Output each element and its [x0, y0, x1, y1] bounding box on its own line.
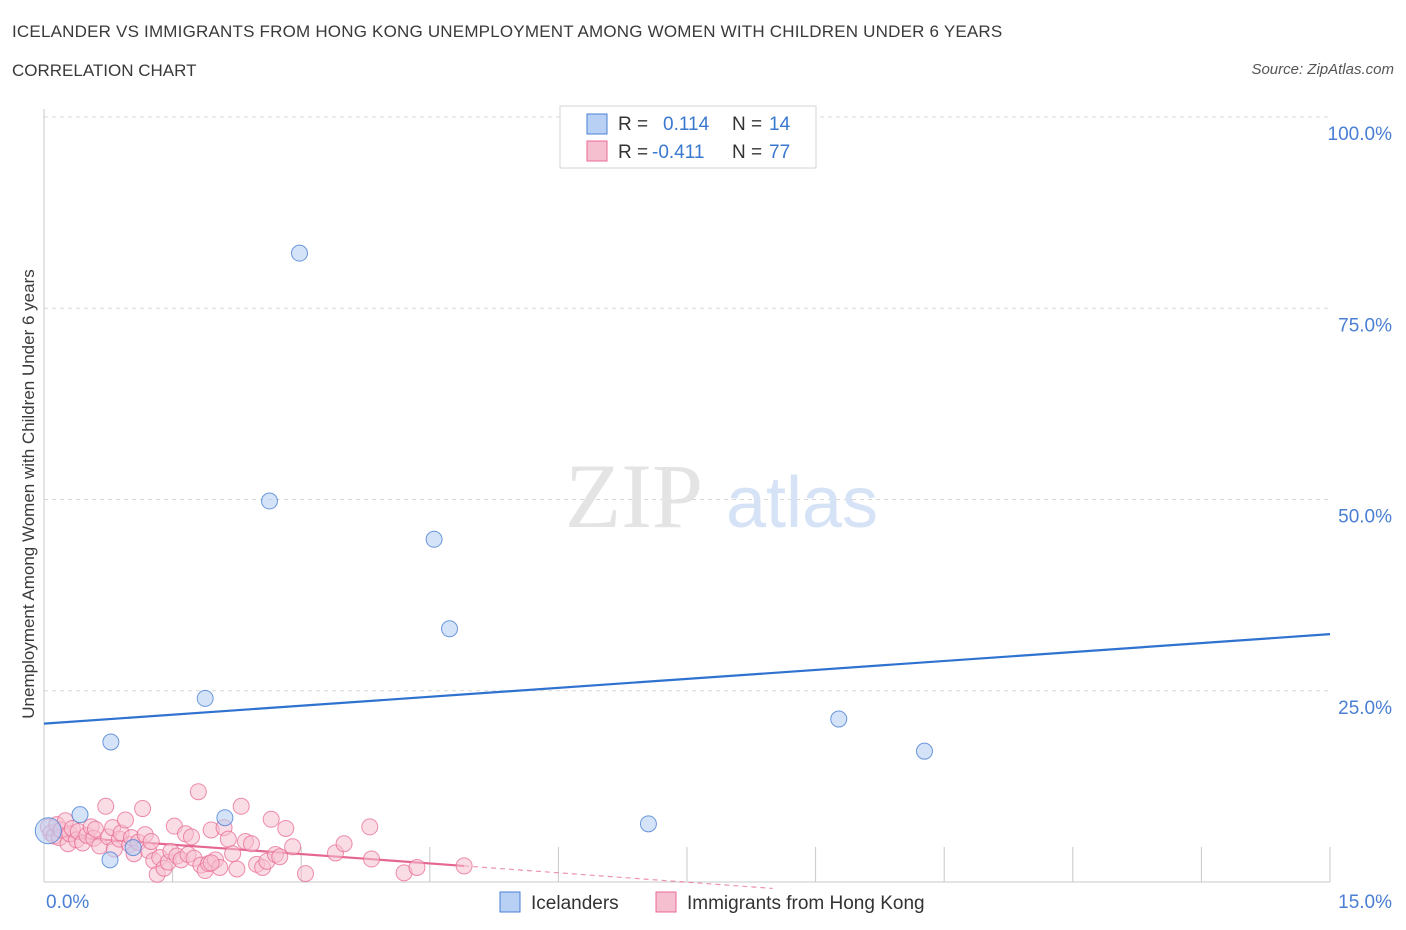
point-hongkong: [284, 838, 302, 856]
y-tick-label: 100.0%: [1328, 124, 1393, 145]
point-hongkong: [277, 819, 295, 837]
stats-n-value-2: 77: [769, 142, 790, 163]
y-tick-label: 75.0%: [1338, 315, 1392, 336]
watermark: ZIP atlas: [565, 445, 878, 547]
point-icelanders: [34, 817, 62, 845]
y-tick-label: 50.0%: [1338, 507, 1392, 528]
stats-legend: R = 0.114 N = 14 R = -0.411 N = 77: [559, 105, 817, 169]
y-tick-label: 25.0%: [1338, 698, 1392, 719]
point-icelanders: [425, 530, 443, 548]
legend-icon-icelanders: [499, 891, 521, 913]
grid-lines: [44, 116, 1330, 692]
point-hongkong: [142, 832, 160, 850]
point-hongkong: [335, 835, 353, 853]
point-icelanders: [639, 815, 657, 833]
legend-label-icelanders: Icelanders: [531, 893, 619, 914]
stats-r-label-1: R =: [618, 114, 648, 135]
point-hongkong: [224, 845, 242, 863]
point-hongkong: [182, 828, 200, 846]
stats-r-label-2: R =: [618, 142, 648, 163]
point-hongkong: [455, 857, 473, 875]
point-icelanders: [915, 742, 933, 760]
point-hongkong: [232, 797, 250, 815]
point-icelanders: [124, 839, 142, 857]
watermark-zip: ZIP: [565, 445, 703, 547]
point-hongkong: [189, 783, 207, 801]
point-icelanders: [196, 689, 214, 707]
source-label: Source: ZipAtlas.com: [1251, 61, 1394, 78]
watermark-atlas: atlas: [726, 463, 878, 543]
point-hongkong: [363, 850, 381, 868]
stats-n-value-1: 14: [769, 114, 791, 135]
chart-subtitle: CORRELATION CHART: [12, 61, 197, 80]
data-points: [34, 244, 933, 883]
point-icelanders: [102, 733, 120, 751]
point-hongkong: [361, 818, 379, 836]
point-hongkong: [262, 810, 280, 828]
point-hongkong: [228, 860, 246, 878]
point-icelanders: [441, 620, 459, 638]
point-hongkong: [202, 854, 220, 872]
stats-n-label-1: N =: [732, 114, 762, 135]
x-tick-label-max: 15.0%: [1338, 892, 1392, 913]
point-hongkong: [296, 865, 314, 883]
point-icelanders: [830, 710, 848, 728]
legend-swatch-icelanders: [586, 113, 608, 135]
point-icelanders: [290, 244, 308, 262]
point-hongkong: [97, 797, 115, 815]
point-hongkong: [86, 820, 104, 838]
point-icelanders: [216, 809, 234, 827]
legend-icon-hongkong: [655, 891, 677, 913]
point-hongkong: [242, 835, 260, 853]
point-icelanders: [101, 851, 119, 869]
trend-extension-hongkong: [464, 865, 773, 890]
series-legend: Icelanders Immigrants from Hong Kong: [499, 891, 925, 914]
tick-labels: 25.0% 50.0% 75.0% 100.0% 0.0% 15.0%: [46, 124, 1392, 913]
stats-r-value-1: 0.114: [663, 114, 710, 135]
point-hongkong: [116, 811, 134, 829]
point-hongkong: [271, 848, 289, 866]
stats-n-label-2: N =: [732, 142, 762, 163]
stats-r-value-2: -0.411: [652, 142, 704, 163]
trend-line-icelanders: [43, 633, 1331, 725]
legend-swatch-hongkong: [586, 140, 608, 162]
y-axis-label: Unemployment Among Women with Children U…: [19, 269, 38, 718]
x-tick-label-min: 0.0%: [46, 892, 89, 913]
point-icelanders: [260, 492, 278, 510]
point-hongkong: [219, 830, 237, 848]
legend-label-hongkong: Immigrants from Hong Kong: [687, 893, 925, 914]
point-hongkong: [408, 858, 426, 876]
point-hongkong: [134, 800, 152, 818]
chart-title: ICELANDER VS IMMIGRANTS FROM HONG KONG U…: [12, 22, 1003, 41]
point-icelanders: [71, 806, 89, 824]
